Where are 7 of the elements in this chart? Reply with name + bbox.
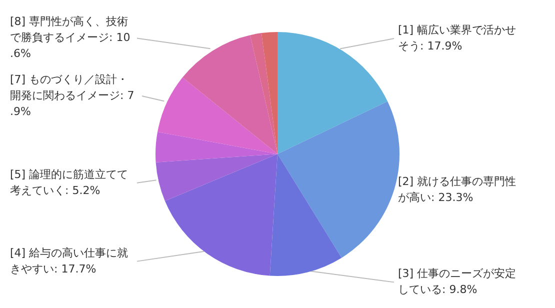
slice-label: [4] 給与の高い仕事に就きやすい: 17.7% <box>10 246 128 276</box>
slice-label: [2] 就ける仕事の専門性が高い: 23.3% <box>398 174 516 204</box>
slice-label: [7] ものづくり／設計・開発に関わるイメージ: 7.9% <box>10 73 134 118</box>
slice-label: [8] 専門性が高く、技術で勝負するイメージ: 10.6% <box>10 15 130 60</box>
slice-label: [5] 論理的に筋道立てて考えていく: 5.2% <box>10 168 128 197</box>
slice-label: [3] 仕事のニーズが安定している: 9.8% <box>398 267 516 296</box>
slice-label: [1] 幅広い業界で活かせそう: 17.9% <box>398 23 516 52</box>
